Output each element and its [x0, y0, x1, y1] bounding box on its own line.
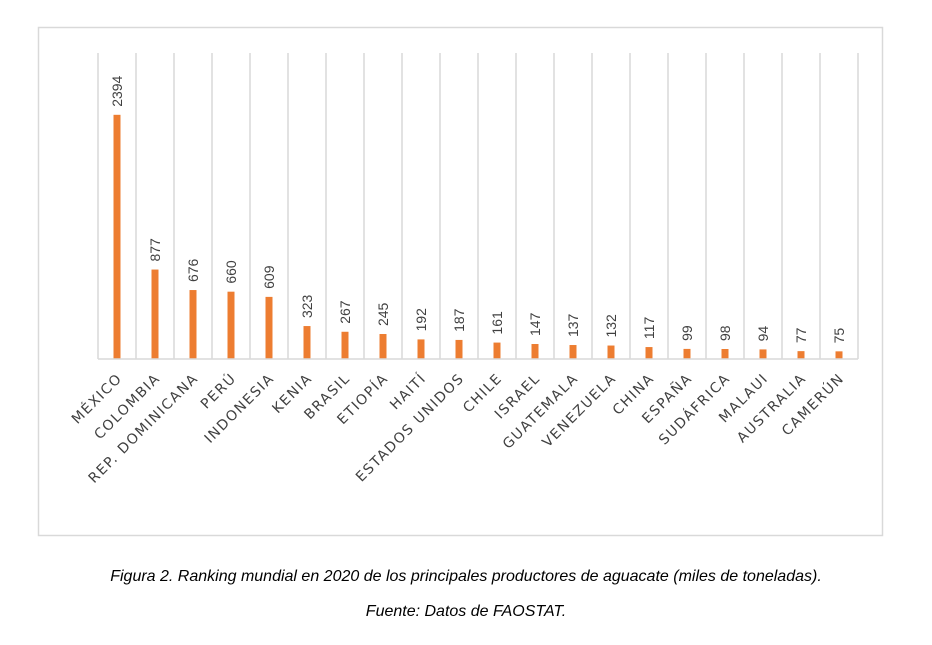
value-label: 161 [489, 311, 505, 335]
value-label: 132 [603, 314, 619, 338]
bar [189, 290, 197, 359]
value-label: 323 [299, 294, 315, 318]
value-label: 117 [641, 317, 657, 340]
bar [569, 345, 577, 359]
bar [455, 339, 463, 359]
bar [417, 339, 425, 359]
bar [303, 326, 311, 359]
bar [759, 349, 767, 359]
gridlines [97, 53, 859, 359]
bar [683, 348, 691, 359]
value-label: 877 [147, 238, 163, 262]
bars [113, 114, 843, 359]
value-label: 137 [565, 313, 581, 337]
bar [493, 342, 501, 359]
value-label: 94 [755, 326, 771, 342]
value-label: 187 [451, 308, 467, 332]
bar [835, 351, 843, 359]
bar [797, 351, 805, 359]
value-label: 660 [223, 260, 239, 284]
value-label: 245 [375, 302, 391, 326]
bar [227, 291, 235, 359]
source-caption: Fuente: Datos de FAOSTAT. [365, 603, 567, 620]
bar-chart: 2394 877 676 660 609 323 267 245 192 187 161 147 137… [37, 26, 884, 537]
bar [531, 344, 539, 359]
bar [645, 347, 653, 359]
bar [113, 114, 121, 359]
value-label: 99 [679, 325, 695, 341]
bar [721, 349, 729, 359]
value-label: 676 [185, 258, 201, 282]
value-label: 267 [337, 300, 353, 324]
figure-caption: Figura 2. Ranking mundial en 2020 de los… [110, 568, 822, 585]
bar [265, 296, 273, 359]
value-label: 609 [261, 265, 277, 289]
value-label: 77 [793, 327, 809, 343]
value-labels: 2394 877 676 660 609 323 267 245 192 187 161 147 137… [109, 75, 847, 343]
bar [151, 269, 159, 359]
value-label: 192 [413, 308, 429, 332]
value-label: 98 [717, 325, 733, 341]
value-label: 147 [527, 312, 543, 336]
chart-frame [37, 26, 884, 537]
bar [341, 331, 349, 359]
bar [607, 345, 615, 359]
bar [379, 334, 387, 359]
value-label: 2394 [109, 75, 125, 106]
value-label: 75 [831, 328, 847, 344]
